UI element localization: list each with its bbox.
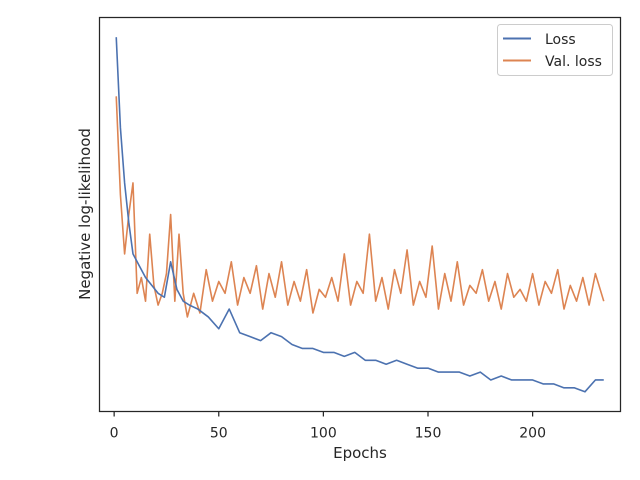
legend: Loss Val. loss xyxy=(497,24,613,76)
x-tick-label: 150 xyxy=(415,426,442,442)
axes-frame xyxy=(98,16,622,413)
plot-area xyxy=(98,16,622,413)
series-layer xyxy=(115,37,605,393)
legend-label-val-loss: Val. loss xyxy=(545,54,602,70)
x-axis: 0 50 100 150 200 xyxy=(110,411,546,442)
x-tick-label: 100 xyxy=(310,426,337,442)
y-axis-title: Negative log-likelihood xyxy=(76,128,94,300)
x-axis-title: Epochs xyxy=(333,444,387,462)
x-tick-label: 50 xyxy=(210,426,228,442)
legend-label-loss: Loss xyxy=(545,32,576,48)
series-line-val-loss xyxy=(115,96,605,318)
legend-box xyxy=(497,24,613,76)
series-line-loss xyxy=(115,37,604,393)
x-tick-label: 200 xyxy=(519,426,546,442)
x-tick-label: 0 xyxy=(110,426,119,442)
